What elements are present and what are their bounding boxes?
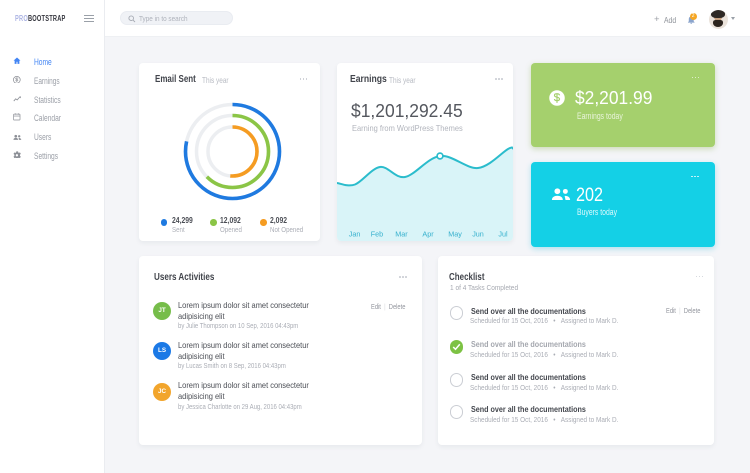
svg-text:Mar: Mar	[395, 230, 408, 239]
svg-text:Jul: Jul	[498, 230, 508, 239]
svg-text:Feb: Feb	[371, 230, 383, 239]
svg-text:Apr: Apr	[422, 230, 434, 239]
svg-text:Jun: Jun	[472, 230, 484, 239]
svg-text:May: May	[448, 230, 462, 239]
svg-text:Jan: Jan	[349, 230, 361, 239]
